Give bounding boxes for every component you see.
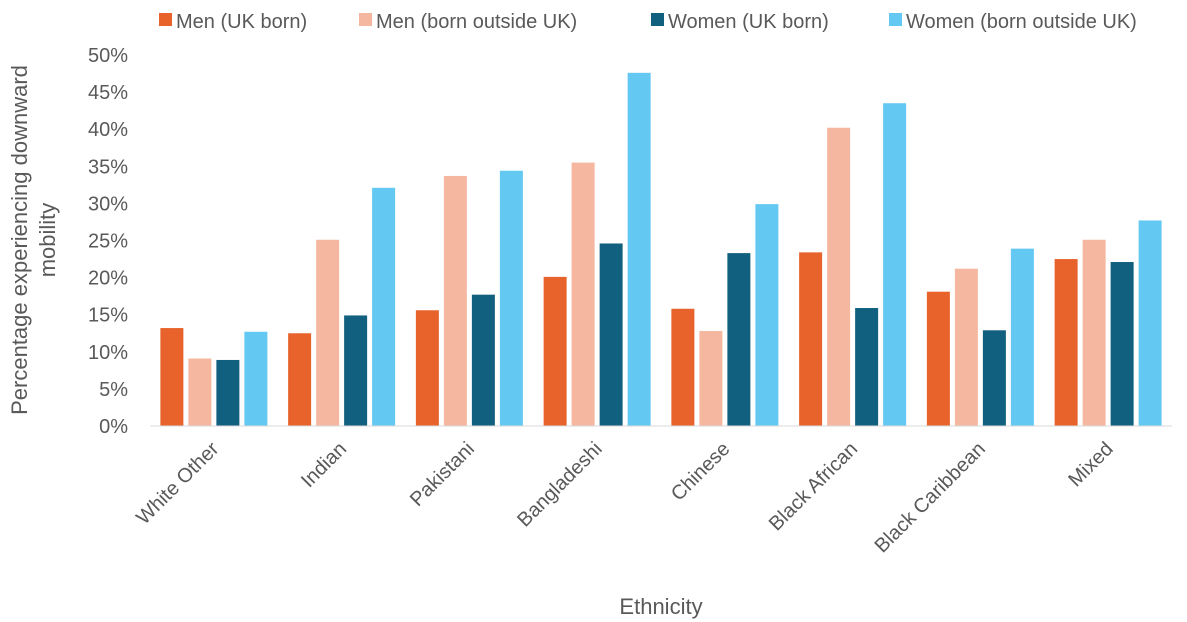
bar bbox=[543, 276, 567, 426]
x-tick-label: Black African bbox=[765, 438, 862, 535]
x-axis-ticks: White Other Indian Pakistani Bangladeshi Chi… bbox=[132, 438, 1117, 558]
bar bbox=[699, 331, 723, 426]
bar bbox=[443, 175, 467, 426]
legend-label: Men (born outside UK) bbox=[376, 11, 577, 33]
bar bbox=[1010, 248, 1034, 426]
y-axis-title-line-1: Percentage experiencing downward bbox=[7, 65, 32, 415]
x-tick-label: Indian bbox=[297, 438, 351, 492]
y-tick-label: 20% bbox=[88, 268, 128, 290]
bar bbox=[1054, 259, 1078, 426]
bar bbox=[671, 308, 695, 426]
bar bbox=[571, 162, 595, 426]
y-axis-title-line-2: mobility bbox=[35, 203, 60, 278]
legend-swatch bbox=[359, 13, 372, 26]
x-tick-label: White Other bbox=[132, 438, 223, 529]
y-tick-label: 35% bbox=[88, 156, 128, 178]
bar bbox=[244, 331, 268, 426]
y-tick-label: 5% bbox=[99, 379, 128, 401]
legend-swatch bbox=[159, 13, 172, 26]
bar bbox=[755, 204, 779, 426]
y-tick-label: 0% bbox=[99, 416, 128, 438]
bar bbox=[982, 330, 1006, 426]
y-axis-ticks: 0% 5% 10% 15% 20% 25% 30% 35% 40% 45% 50% bbox=[88, 45, 128, 438]
y-tick-label: 10% bbox=[88, 342, 128, 364]
bars bbox=[160, 72, 1162, 427]
bar bbox=[926, 291, 950, 426]
bar bbox=[415, 310, 439, 426]
legend-label: Men (UK born) bbox=[176, 11, 307, 33]
x-tick-label: Bangladeshi bbox=[513, 438, 606, 531]
bar bbox=[855, 308, 879, 426]
legend-label: Women (born outside UK) bbox=[906, 11, 1137, 33]
bar bbox=[160, 328, 184, 426]
legend-swatch bbox=[889, 13, 902, 26]
y-tick-label: 40% bbox=[88, 119, 128, 141]
y-tick-label: 45% bbox=[88, 82, 128, 104]
bar bbox=[627, 72, 651, 427]
bar bbox=[1110, 262, 1134, 426]
bar bbox=[827, 127, 851, 426]
x-tick-label: Mixed bbox=[1064, 438, 1117, 491]
bar bbox=[1082, 239, 1106, 426]
legend-label: Women (UK born) bbox=[668, 11, 829, 33]
bar bbox=[1138, 220, 1162, 426]
y-tick-label: 15% bbox=[88, 305, 128, 327]
bar bbox=[216, 359, 240, 426]
x-tick-label: Pakistani bbox=[406, 438, 479, 511]
bar bbox=[599, 243, 623, 426]
bar bbox=[288, 333, 312, 426]
bar bbox=[799, 252, 823, 426]
y-tick-label: 30% bbox=[88, 193, 128, 215]
bar bbox=[471, 294, 495, 426]
bar bbox=[316, 239, 340, 426]
bar bbox=[188, 358, 212, 426]
x-axis-title: Ethnicity bbox=[619, 594, 702, 619]
bar bbox=[344, 315, 368, 426]
bar bbox=[499, 170, 523, 426]
legend-swatch bbox=[651, 13, 664, 26]
legend: Men (UK born) Men (born outside UK) Women … bbox=[159, 11, 1137, 33]
bar bbox=[372, 187, 396, 426]
x-tick-label: Black Caribbean bbox=[871, 438, 990, 557]
x-tick-label: Chinese bbox=[667, 438, 734, 505]
y-tick-label: 25% bbox=[88, 231, 128, 253]
bar bbox=[727, 253, 751, 426]
bar bbox=[954, 268, 978, 426]
y-tick-label: 50% bbox=[88, 45, 128, 67]
bar bbox=[883, 103, 907, 426]
